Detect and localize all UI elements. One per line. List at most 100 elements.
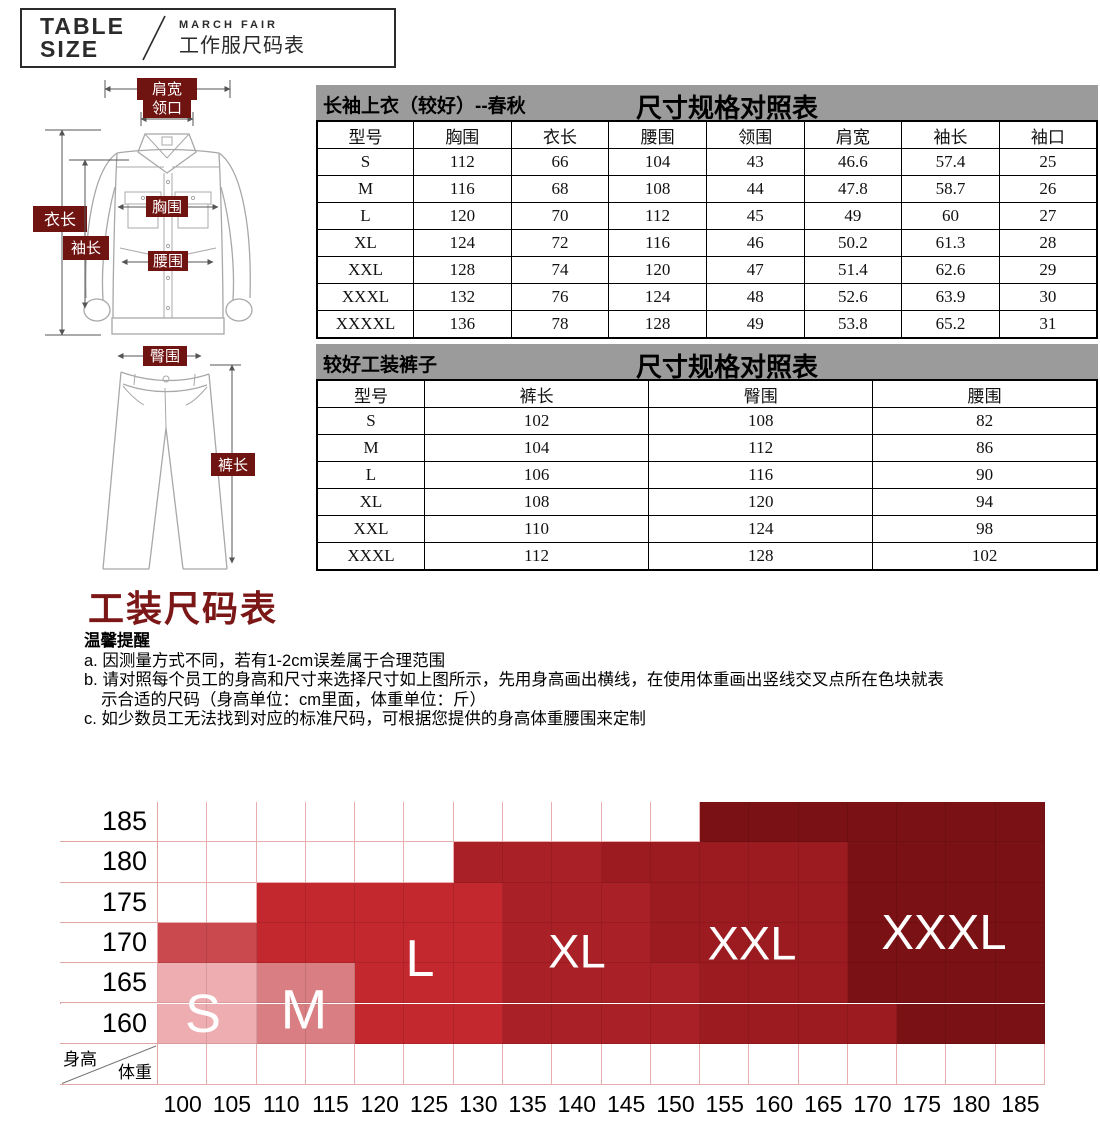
heatmap-cell [305,922,356,964]
jacket-size-table: 型号 胸围 衣长 腰围 领围 肩宽 袖长 袖口 S 112 66 104 43 46.6 57.4 25 M 11… [316,120,1098,339]
pants-table-header-bar: 较好工装裤子 尺寸规格对照表 [316,344,1098,382]
table-cell: M [316,434,425,462]
heatmap-cell [798,963,848,1004]
heatmap-cell [995,1043,1046,1086]
table-cell: 46.6 [803,148,903,176]
table-cell: 82 [872,407,1098,435]
x-axis-label: 180 [951,1091,991,1118]
size-region-label: L [405,930,435,988]
heatmap-cell [749,1043,799,1086]
table-cell: 腰围 [608,120,707,149]
table-row: XXXL 112 128 102 [316,542,1098,571]
table-cell: 104 [423,434,650,462]
table-cell: 124 [648,515,874,543]
table-cell: 102 [872,542,1098,571]
heatmap-cell [995,882,1046,923]
heatmap-cell [207,882,257,923]
heatmap-cell [355,842,405,883]
note-line: 示合适的尺码（身高单位：cm里面，体重单位：斤） [101,690,486,709]
heatmap-cell [946,1003,996,1044]
heatmap-cell [502,963,553,1004]
logo-line1: TABLE [40,13,125,39]
table-cell: 102 [423,407,650,435]
notes-block: 温馨提醒 a. 因测量方式不同，若有1-2cm误差属于合理范围 b. 请对照每个员… [84,632,944,730]
heatmap-cell [453,842,503,883]
table-cell: 120 [608,256,707,284]
table-cell: 124 [413,229,512,257]
pants-drawing [102,371,228,570]
table-cell: 86 [872,434,1098,462]
heatmap-cell [798,922,848,964]
table-cell: 108 [648,407,874,435]
heatmap-cell [453,882,503,923]
jacket-size-table-section: 长袖上衣（较好）--春秋 尺寸规格对照表 型号 胸围 衣长 腰围 领围 肩宽 袖长 袖口 S 11… [316,85,1098,339]
table-cell: 78 [510,310,610,339]
dimension-annotations: 肩宽 领口 衣长 袖长 胸围 腰围 臀围 裤长 [33,78,255,564]
heatmap-cell [700,963,750,1004]
heatmap-cell [700,1043,750,1086]
table-cell: 49 [705,310,805,339]
heatmap-cell [453,1003,503,1044]
table-row: XXL 110 124 98 [316,515,1098,543]
x-axis-label: 140 [557,1091,597,1118]
size-region-label: XXXL [881,906,1007,960]
table-cell: 128 [608,310,707,339]
table-cell: 61.3 [901,229,1000,257]
y-axis-label: 165 [60,963,158,1004]
size-region-label: XXL [707,916,797,970]
brand-name: MARCH FAIR [178,19,279,31]
heatmap-cell [700,1003,750,1044]
heatmap-cell [995,963,1046,1004]
table-cell: 68 [510,175,610,203]
table-cell: 50.2 [803,229,903,257]
heatmap-cell [995,842,1046,883]
heatmap-cell [502,882,553,923]
x-axis-label: 145 [606,1091,646,1118]
page-title: 工作服尺码表 [178,35,305,57]
heatmap-cell [847,802,898,843]
table-cell: XXL [316,515,425,543]
heatmap-cell [355,1043,405,1086]
table-cell: 51.4 [803,256,903,284]
table-cell: 66 [510,148,610,176]
heatmap-cell [946,882,996,923]
table-cell: 132 [413,283,512,311]
heatmap-cell [847,1043,898,1086]
size-region-label: XL [548,924,606,978]
heatmap-cell [601,882,651,923]
y-axis-label: 180 [60,842,158,883]
x-axis-label: 160 [754,1091,794,1118]
heatmap-cell [502,1043,553,1086]
heatmap-cell [305,963,356,1004]
heatmap-cell [946,802,996,843]
table-cell: 128 [413,256,512,284]
table-cell: 52.6 [803,283,903,311]
heatmap-cell [158,842,208,883]
x-axis-label: 130 [459,1091,498,1118]
heatmap-cell [946,963,996,1004]
heatmap-cell [798,1043,848,1086]
table-cell: XXXL [316,283,414,311]
table-cell: 60 [901,202,1000,230]
heatmap-cell [749,882,799,923]
table-cell: 衣长 [510,120,610,149]
note-line: b. 请对照每个员工的身高和尺寸来选择尺寸如上图所示，先用身高画出横线，在使用体… [84,671,944,689]
chest-label: 胸围 [152,199,182,216]
heatmap-cell [749,963,799,1004]
heatmap-cell [897,1003,947,1044]
table-cell: 43 [705,148,805,176]
table-cell: XXXL [316,542,425,571]
heatmap-cell [207,1043,257,1086]
heatmap-cell [158,1003,208,1044]
x-axis-label: 185 [1001,1091,1040,1118]
table-cell: 领围 [705,120,805,149]
heatmap-cell [946,842,996,883]
table-cell: 29 [998,256,1098,284]
table-cell: 116 [648,461,874,489]
x-axis-label: 110 [262,1091,300,1118]
table-row: L 120 70 112 45 49 60 27 [316,202,1098,230]
heatmap-cell [207,1003,257,1044]
table-cell: 31 [998,310,1098,339]
notes-heading: 温馨提醒 [84,632,150,650]
heatmap-cell [355,802,405,843]
